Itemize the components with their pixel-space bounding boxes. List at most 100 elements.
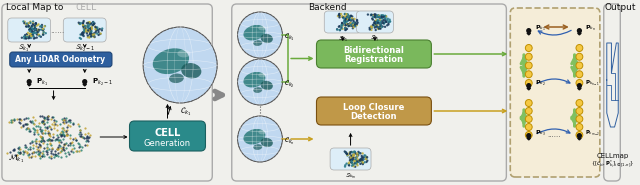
Point (38, 131, 48, 134)
Point (59, 121, 69, 124)
Point (58, 147, 68, 150)
Point (351, 24, 362, 27)
Point (369, 24, 380, 27)
Point (18, 149, 28, 152)
Point (65, 150, 76, 153)
Point (372, 21, 383, 23)
Point (24, 152, 34, 155)
Circle shape (577, 83, 582, 88)
Point (21, 23, 31, 26)
Ellipse shape (259, 130, 266, 134)
Point (76, 33, 86, 36)
Text: $\mathbf{P}_{k_1}$: $\mathbf{P}_{k_1}$ (36, 76, 48, 88)
Point (63, 152, 74, 155)
Polygon shape (578, 88, 581, 90)
Point (52, 152, 63, 154)
Point (31, 142, 41, 144)
Point (15, 148, 25, 151)
Point (25, 26, 35, 29)
Point (84, 25, 94, 28)
Text: Registration: Registration (344, 55, 403, 63)
Point (340, 28, 351, 31)
Point (371, 13, 381, 16)
Ellipse shape (243, 72, 266, 88)
FancyBboxPatch shape (2, 4, 212, 181)
Point (340, 26, 350, 29)
Point (81, 127, 91, 130)
Point (84, 21, 95, 24)
Point (6, 119, 16, 122)
Point (335, 28, 345, 31)
Point (29, 26, 40, 29)
Point (22, 127, 33, 130)
Point (375, 25, 385, 28)
Point (29, 127, 39, 130)
Point (22, 150, 32, 153)
Point (43, 117, 53, 120)
Text: $\mathcal{C}_{k_n}$: $\mathcal{C}_{k_n}$ (284, 135, 295, 147)
Point (80, 29, 90, 32)
Point (363, 13, 373, 16)
Point (58, 144, 68, 147)
FancyBboxPatch shape (330, 148, 371, 170)
Point (35, 145, 45, 148)
Point (71, 139, 81, 142)
Point (344, 19, 354, 22)
Point (83, 136, 93, 139)
Circle shape (525, 71, 532, 78)
Point (74, 124, 84, 127)
Point (378, 15, 388, 18)
Point (367, 17, 378, 20)
Point (371, 16, 381, 19)
Circle shape (143, 27, 217, 103)
Point (27, 140, 37, 143)
Point (63, 144, 73, 147)
Ellipse shape (260, 81, 273, 90)
Point (88, 33, 98, 36)
Point (362, 159, 372, 162)
Point (38, 121, 49, 124)
Point (66, 141, 76, 144)
Point (36, 129, 46, 132)
Point (24, 28, 35, 31)
FancyBboxPatch shape (510, 8, 600, 177)
Point (24, 33, 35, 36)
Point (381, 20, 391, 23)
Point (368, 15, 378, 18)
Point (22, 33, 32, 36)
Point (80, 132, 90, 135)
FancyBboxPatch shape (10, 52, 112, 67)
Point (83, 21, 93, 24)
Point (19, 35, 29, 38)
Point (52, 124, 62, 127)
Point (78, 24, 88, 27)
Point (48, 133, 58, 136)
Point (30, 129, 40, 132)
Point (33, 154, 44, 157)
Point (29, 37, 39, 40)
Point (57, 127, 67, 130)
Point (47, 116, 57, 119)
Ellipse shape (253, 87, 262, 93)
Point (97, 29, 107, 32)
Point (36, 129, 46, 132)
Point (44, 131, 54, 134)
Ellipse shape (259, 26, 266, 30)
Point (333, 15, 343, 18)
Point (51, 138, 61, 141)
Point (352, 163, 362, 166)
Text: CELL: CELL (154, 128, 180, 138)
Point (61, 134, 72, 137)
Point (31, 28, 41, 31)
Point (83, 26, 93, 29)
Point (83, 23, 93, 26)
Text: $\mathcal{S}_{k_j}$: $\mathcal{S}_{k_j}$ (370, 34, 380, 45)
Point (40, 131, 51, 134)
Point (342, 14, 352, 16)
Text: Detection: Detection (351, 112, 397, 120)
Point (79, 19, 89, 22)
Circle shape (577, 133, 582, 138)
Point (39, 122, 49, 125)
Point (340, 13, 350, 16)
Point (352, 18, 362, 21)
